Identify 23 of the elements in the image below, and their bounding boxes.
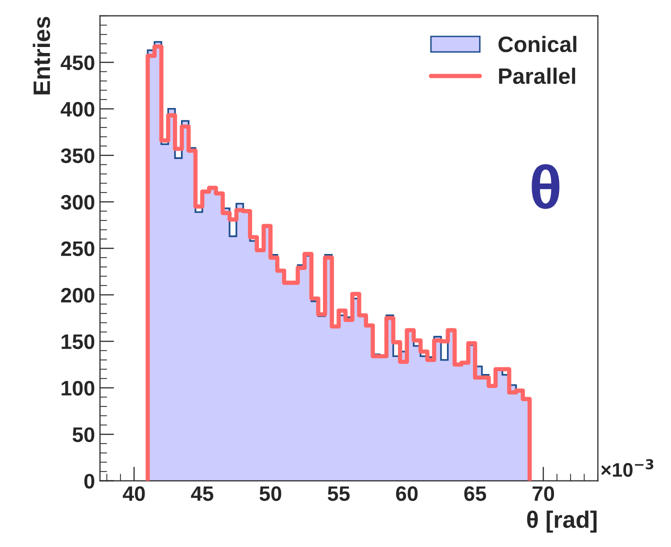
legend-label: Parallel — [499, 68, 576, 84]
text: ×10$^{−3}$ — [601, 459, 654, 477]
y-tick-label: 250 — [61, 241, 94, 256]
y-tick-label: 200 — [61, 288, 94, 303]
y-axis-title: Entries — [32, 16, 50, 94]
y-tick-label: 50 — [72, 427, 94, 442]
x-tick-label: 50 — [260, 486, 282, 501]
x-tick-label: 70 — [532, 486, 554, 501]
y-tick-label: 300 — [60, 194, 94, 210]
y-tick-label: 0 — [84, 474, 94, 489]
y-tick-label: 100 — [62, 380, 94, 396]
y-tick-label: 450 — [60, 55, 94, 70]
y-tick-label: 400 — [60, 102, 94, 117]
x-tick-label: 40 — [122, 486, 145, 501]
annotation: θ — [532, 164, 560, 209]
x-tick-label: 60 — [396, 486, 418, 501]
y-tick-label: 350 — [60, 148, 94, 164]
legend-label: Conical — [498, 36, 576, 52]
x-tick-label: 55 — [328, 486, 350, 501]
x-tick-label: 65 — [464, 486, 486, 501]
x-tick-label: 45 — [191, 486, 214, 501]
x-axis-title: θ [rad] — [527, 510, 597, 533]
y-tick-label: 150 — [62, 334, 94, 350]
